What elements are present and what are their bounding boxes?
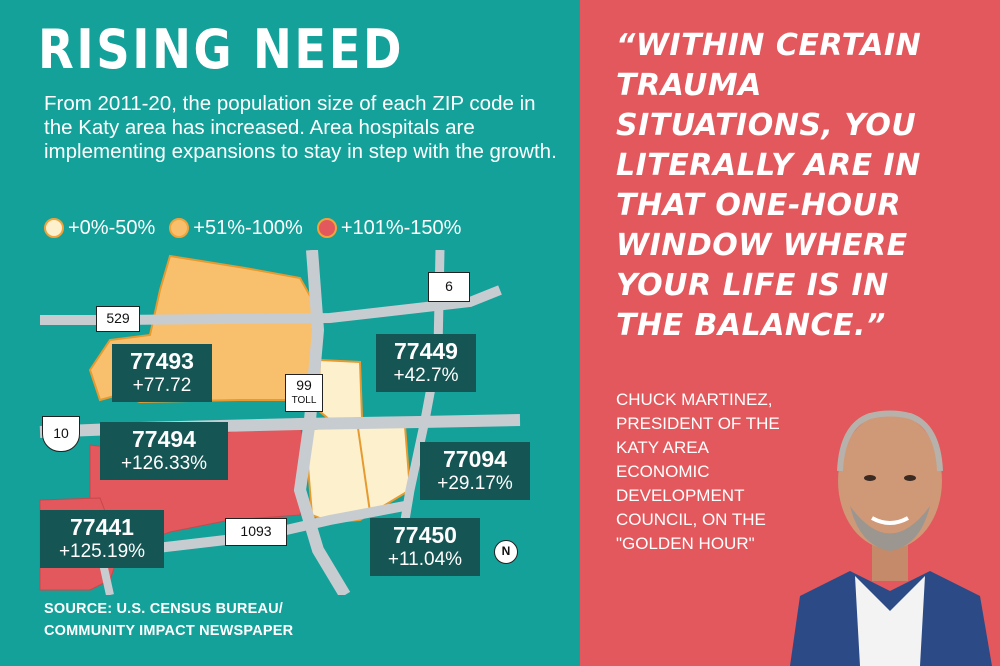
highway-6-shield: 6 <box>428 272 470 302</box>
portrait-smile <box>871 516 909 525</box>
legend-label-mid: +51%-100% <box>193 216 303 239</box>
highway-6-label: 6 <box>445 278 453 294</box>
zip-change-77441: +125.19% <box>58 541 146 562</box>
highway-529-label: 529 <box>106 310 130 326</box>
interstate-10-label: 10 <box>53 425 69 441</box>
boundary-line <box>357 427 371 513</box>
portrait-eye-left <box>864 475 876 481</box>
attribution-line: "GOLDEN HOUR" <box>616 534 755 553</box>
zip-label-77449: 77449 +42.7% <box>376 334 476 392</box>
legend-item-low: +0%-50% <box>44 217 155 240</box>
attribution-line: PRESIDENT OF THE <box>616 414 780 433</box>
legend-item-mid: +51%-100% <box>169 217 303 240</box>
quote-panel: “WITHIN CERTAIN TRAUMA SITUATIONS, YOU L… <box>580 0 1000 666</box>
zip-label-77094: 77094 +29.17% <box>420 442 530 500</box>
zip-change-77094: +29.17% <box>437 473 513 494</box>
road-529 <box>40 285 502 325</box>
zip-label-77493: 77493 +77.72 <box>112 344 212 402</box>
legend-swatch-low <box>44 218 64 238</box>
zip-label-77450: 77450 +11.04% <box>370 518 480 576</box>
quote-line: LITERALLY ARE IN <box>616 148 921 183</box>
zip-code-77449: 77449 <box>394 338 458 364</box>
quote-line: SITUATIONS, YOU <box>616 108 917 143</box>
intro-text: From 2011-20, the population size of eac… <box>44 92 557 163</box>
source-credit: SOURCE: U.S. CENSUS BUREAU/ COMMUNITY IM… <box>44 598 293 642</box>
pull-quote: “WITHIN CERTAIN TRAUMA SITUATIONS, YOU L… <box>616 26 996 346</box>
zip-code-77441: 77441 <box>70 514 134 540</box>
map-panel: RISING NEED From 2011-20, the population… <box>0 0 580 666</box>
highway-99-shield: 99 TOLL <box>285 374 323 412</box>
portrait-head <box>838 413 942 549</box>
region-77449 <box>316 358 364 422</box>
zip-code-77494: 77494 <box>132 426 196 452</box>
highway-1093-label: 1093 <box>240 523 272 539</box>
highway-529-shield: 529 <box>96 306 140 332</box>
attribution-line: CHUCK MARTINEZ, <box>616 390 773 409</box>
page-title: RISING NEED <box>38 18 405 81</box>
zip-label-77441: 77441 +125.19% <box>40 510 164 568</box>
portrait-hair <box>837 410 943 472</box>
legend-swatch-mid <box>169 218 190 238</box>
portrait-eye-right <box>904 475 916 481</box>
legend-label-low: +0%-50% <box>68 216 156 239</box>
portrait-shirt <box>855 576 925 666</box>
zip-code-77450: 77450 <box>393 522 457 548</box>
zip-change-77449: +42.7% <box>393 365 459 386</box>
zip-code-77493: 77493 <box>130 348 194 374</box>
zip-change-77450: +11.04% <box>387 549 463 570</box>
quote-line: YOUR LIFE IS IN <box>616 268 889 303</box>
legend: +0%-50% +51%-100% +101%-150% <box>44 215 475 241</box>
zip-change-77493: +77.72 <box>132 375 192 396</box>
zip-label-77494: 77494 +126.33% <box>100 422 228 480</box>
road-1093 <box>139 500 411 555</box>
source-line-2: COMMUNITY IMPACT NEWSPAPER <box>44 623 294 639</box>
quote-line: THE BALANCE.” <box>616 308 886 343</box>
highway-99-toll-label: TOLL <box>291 395 317 406</box>
north-arrow-icon: N <box>494 540 518 564</box>
legend-swatch-high <box>316 218 337 238</box>
legend-item-high: +101%-150% <box>316 216 462 240</box>
attribution-line: ECONOMIC <box>616 462 710 481</box>
legend-label-high: +101%-150% <box>340 216 462 239</box>
quote-attribution: CHUCK MARTINEZ, PRESIDENT OF THE KATY AR… <box>616 388 846 556</box>
zip-code-77094: 77094 <box>443 446 507 472</box>
attribution-line: KATY AREA <box>616 438 709 457</box>
zip-map: 529 6 99 TOLL 10 1093 77493 +77.72 77449… <box>0 249 580 599</box>
quote-line: WINDOW WHERE <box>616 228 908 263</box>
quote-line: THAT ONE-HOUR <box>616 188 901 223</box>
road-99 <box>293 249 351 599</box>
quote-line: “WITHIN CERTAIN <box>616 28 922 63</box>
attribution-line: COUNCIL, ON THE <box>616 510 766 529</box>
interstate-10-shield: 10 <box>42 416 80 452</box>
road-6 <box>395 249 445 551</box>
zip-change-77494: +126.33% <box>120 453 208 474</box>
north-label: N <box>501 544 511 558</box>
highway-1093-shield: 1093 <box>225 518 287 546</box>
attribution-line: DEVELOPMENT <box>616 486 745 505</box>
portrait-beard <box>850 506 930 551</box>
portrait-photo <box>790 410 992 666</box>
source-line-1: SOURCE: U.S. CENSUS BUREAU/ <box>44 601 284 617</box>
quote-line: TRAUMA <box>616 68 762 103</box>
highway-99-label: 99 <box>296 377 312 393</box>
